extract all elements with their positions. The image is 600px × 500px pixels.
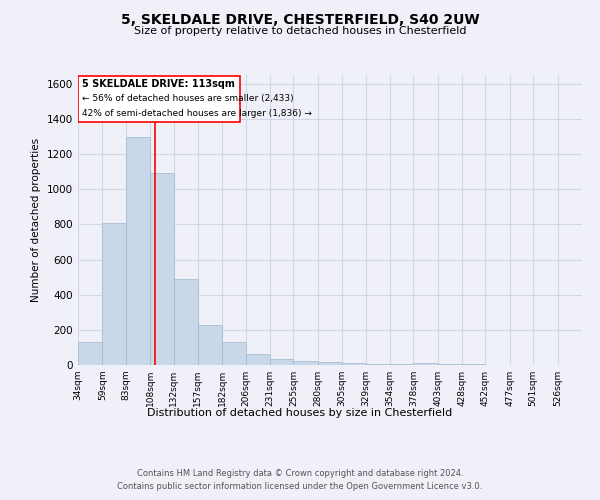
Y-axis label: Number of detached properties: Number of detached properties [31, 138, 41, 302]
Bar [462, 364, 485, 365]
Bar [103, 222, 126, 365]
Bar [293, 361, 318, 365]
Bar [126, 136, 150, 365]
Bar [270, 359, 293, 365]
Text: Contains public sector information licensed under the Open Government Licence v3: Contains public sector information licen… [118, 482, 482, 491]
Text: Contains HM Land Registry data © Crown copyright and database right 2024.: Contains HM Land Registry data © Crown c… [137, 469, 463, 478]
Bar [245, 354, 270, 365]
Bar [342, 363, 365, 365]
Text: Distribution of detached houses by size in Chesterfield: Distribution of detached houses by size … [148, 408, 452, 418]
Text: 5 SKELDALE DRIVE: 113sqm: 5 SKELDALE DRIVE: 113sqm [82, 79, 235, 89]
Text: Size of property relative to detached houses in Chesterfield: Size of property relative to detached ho… [134, 26, 466, 36]
Bar [365, 364, 390, 365]
Text: ← 56% of detached houses are smaller (2,433): ← 56% of detached houses are smaller (2,… [82, 94, 293, 104]
Bar [173, 279, 198, 365]
Bar [438, 364, 462, 365]
Bar [390, 364, 413, 365]
Text: 5, SKELDALE DRIVE, CHESTERFIELD, S40 2UW: 5, SKELDALE DRIVE, CHESTERFIELD, S40 2UW [121, 12, 479, 26]
FancyBboxPatch shape [78, 76, 240, 122]
Bar [78, 342, 103, 365]
Bar [318, 362, 342, 365]
Bar [413, 362, 438, 365]
Bar [222, 342, 245, 365]
Bar [198, 326, 222, 365]
Text: 42% of semi-detached houses are larger (1,836) →: 42% of semi-detached houses are larger (… [82, 110, 312, 118]
Bar [150, 174, 173, 365]
